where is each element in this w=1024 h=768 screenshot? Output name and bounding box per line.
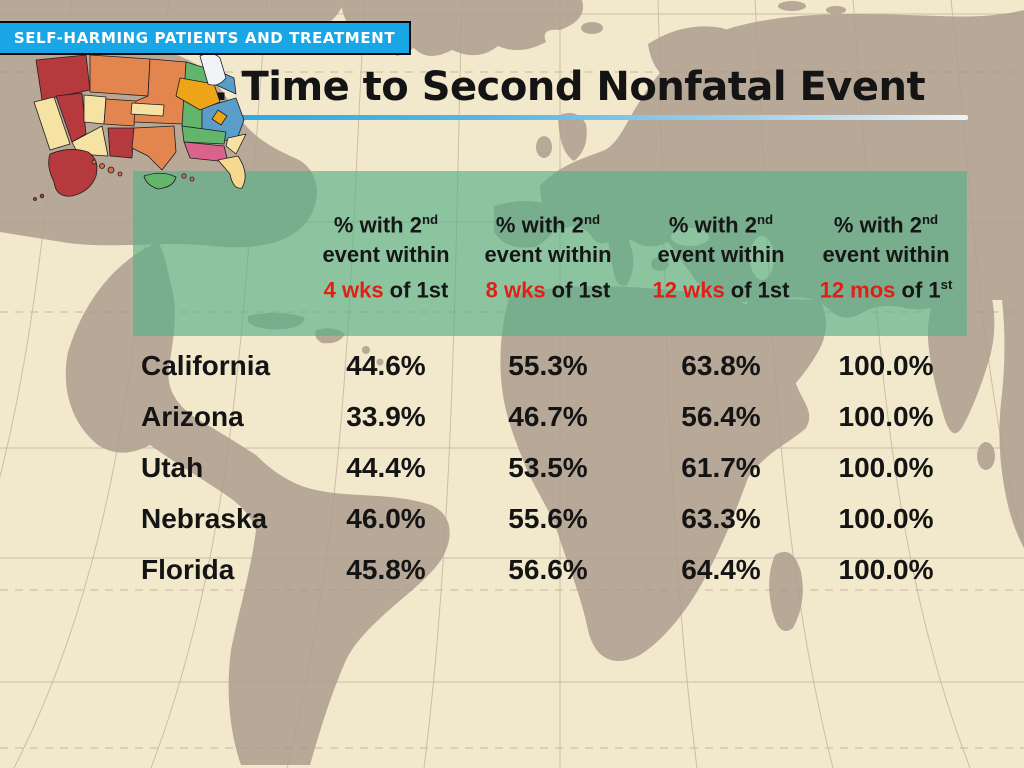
cell-value: 63.8% xyxy=(681,350,761,381)
cell-value: 100.0% xyxy=(838,350,934,381)
table-row: Utah 44.4% 53.5% 61.7% 100.0% xyxy=(0,447,1024,489)
cell-value: 100.0% xyxy=(838,503,934,534)
cell-value: 100.0% xyxy=(838,401,934,432)
cell-value: 45.8% xyxy=(346,554,426,585)
table-row: Florida 45.8% 56.6% 64.4% 100.0% xyxy=(0,549,1024,591)
column-header-12wks: % with 2nd event within 12 wks of 1st xyxy=(652,212,790,303)
cell-value: 53.5% xyxy=(508,452,588,483)
table-header-band xyxy=(133,171,967,336)
cell-value: 61.7% xyxy=(681,452,761,483)
table-row: Nebraska 46.0% 55.6% 63.3% 100.0% xyxy=(0,498,1024,540)
us-states-choropleth-map-icon xyxy=(33,53,247,201)
cell-value: 55.6% xyxy=(508,503,588,534)
cell-value: 100.0% xyxy=(838,554,934,585)
cell-value: 100.0% xyxy=(838,452,934,483)
table-row: California 44.6% 55.3% 63.8% 100.0% xyxy=(0,345,1024,387)
cell-value: 55.3% xyxy=(508,350,588,381)
table-row: Arizona 33.9% 46.7% 56.4% 100.0% xyxy=(0,396,1024,438)
cell-value: 64.4% xyxy=(681,554,761,585)
banner-label: SELF-HARMING PATIENTS AND TREATMENT xyxy=(13,29,396,47)
row-label: California xyxy=(141,350,271,381)
column-header-8wks: % with 2nd event within 8 wks of 1st xyxy=(484,212,612,303)
title-underline xyxy=(214,115,968,120)
cell-value: 63.3% xyxy=(681,503,761,534)
row-label: Nebraska xyxy=(141,503,268,534)
cell-value: 56.6% xyxy=(508,554,588,585)
cell-value: 44.4% xyxy=(346,452,426,483)
cell-value: 33.9% xyxy=(346,401,426,432)
slide-title: 4. Time to Second Nonfatal Event xyxy=(186,64,926,110)
cell-value: 46.0% xyxy=(346,503,426,534)
column-header-4wks: % with 2nd event within 4 wks of 1st xyxy=(322,212,450,303)
column-header-12mos: % with 2nd event within 12 mos of 1st xyxy=(819,212,953,303)
cell-value: 44.6% xyxy=(346,350,426,381)
row-label: Florida xyxy=(141,554,235,585)
row-label: Utah xyxy=(141,452,204,483)
cell-value: 56.4% xyxy=(681,401,761,432)
slide-header-banner: SELF-HARMING PATIENTS AND TREATMENT xyxy=(0,21,411,55)
cell-value: 46.7% xyxy=(508,401,588,432)
row-label: Arizona xyxy=(141,401,244,432)
